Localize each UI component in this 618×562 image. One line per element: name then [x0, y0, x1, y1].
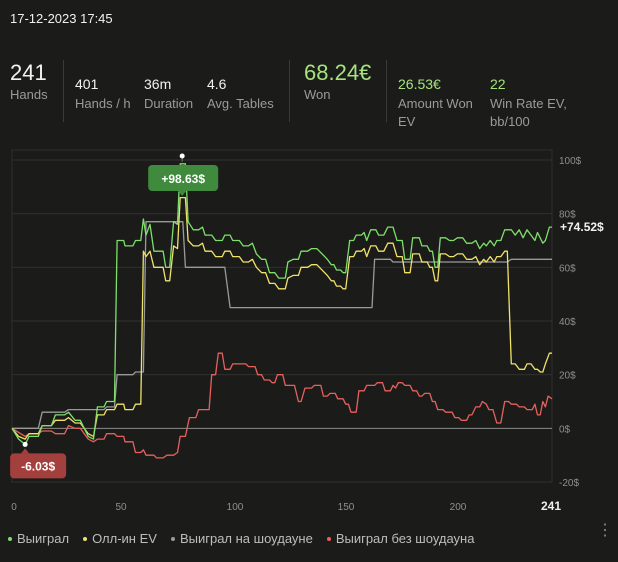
y-tick-label: 40$	[559, 317, 576, 328]
x-tick-label: 150	[338, 502, 355, 513]
stat-duration: 36m Duration	[144, 75, 193, 113]
stat-amount-won-ev-value: 26.53€	[398, 76, 441, 92]
stat-duration-value: 36m	[144, 76, 172, 92]
series-line-3	[11, 352, 553, 459]
chart-legend: Выиграл Олл-ин EV Выиграл на шоудауне Вы…	[8, 531, 474, 546]
legend-dot-icon	[326, 536, 331, 541]
stat-duration-label: Duration	[144, 96, 194, 111]
stat-hands: 241 Hands	[10, 60, 48, 104]
y-tick-label: -20$	[559, 478, 579, 489]
stats-divider	[386, 60, 387, 122]
x-tick-label: 100	[227, 502, 244, 513]
stat-win-rate-ev: 22 Win Rate EV, bb/100	[490, 75, 567, 131]
stats-divider	[289, 60, 290, 122]
legend-item-allin-ev[interactable]: Олл-ин EV	[83, 531, 157, 546]
stat-amount-won-ev-label-2: EV	[398, 114, 416, 129]
legend-label: Выиграл без шоудауна	[335, 531, 475, 546]
x-tick-label: 200	[450, 502, 467, 513]
stat-win-rate-ev-label-1: Win Rate EV,	[490, 96, 567, 111]
x-tick-label: 0	[11, 502, 17, 513]
stat-won-label: Won	[304, 87, 331, 102]
legend-dot-icon	[170, 536, 175, 541]
stat-amount-won-ev: 26.53€ Amount Won EV	[398, 75, 473, 131]
series-line-1	[11, 196, 552, 440]
max-badge-label: +98.63$	[161, 172, 205, 186]
stat-win-rate-ev-label-2: bb/100	[490, 114, 530, 129]
y-tick-label: 60$	[559, 263, 576, 274]
min-marker-dot	[22, 441, 28, 447]
stat-avg-tables-label: Avg. Tables	[207, 96, 274, 111]
y-tick-label: 0$	[559, 424, 571, 435]
series-line-2	[12, 221, 552, 429]
legend-label: Выиграл	[17, 531, 70, 546]
max-badge	[148, 165, 219, 191]
y-tick-label: 80$	[559, 210, 576, 221]
min-badge-label: -6.03$	[21, 459, 55, 473]
plot-frame	[11, 149, 553, 483]
x-tick-label-last: 241	[541, 499, 561, 513]
profit-chart[interactable]: 100$ 80$ 60$ 40$ 20$ 0$ -20$ 0 50 100 150 200 241 +98…	[0, 148, 618, 520]
series-line-0	[11, 163, 552, 446]
stat-avg-tables-value: 4.6	[207, 76, 227, 92]
max-badge-pointer	[178, 191, 187, 196]
session-datetime: 17-12-2023 17:45	[10, 11, 113, 26]
stat-hands-per-hour-label: Hands / h	[75, 96, 131, 111]
session-stats: 241 Hands 401 Hands / h 36m Duration 4.6…	[0, 60, 618, 130]
stat-won-value: 68.24€	[304, 60, 372, 85]
y-tick-label: 20$	[559, 371, 576, 382]
legend-dot-icon	[83, 536, 88, 541]
x-tick-label: 50	[115, 502, 127, 513]
legend-item-non-showdown[interactable]: Выиграл без шоудауна	[326, 531, 475, 546]
y-tick-label: 100$	[559, 156, 582, 167]
stat-hands-value: 241	[10, 60, 47, 85]
legend-item-showdown[interactable]: Выиграл на шоудауне	[170, 531, 313, 546]
stat-hands-per-hour: 401 Hands / h	[75, 75, 131, 113]
stat-avg-tables: 4.6 Avg. Tables	[207, 75, 274, 113]
stat-amount-won-ev-label-1: Amount Won	[398, 96, 473, 111]
max-marker-dot	[179, 153, 185, 159]
stat-hands-label: Hands	[10, 87, 48, 102]
stats-divider	[63, 60, 64, 122]
stat-win-rate-ev-value: 22	[490, 76, 506, 92]
stat-hands-per-hour-value: 401	[75, 76, 99, 92]
min-badge	[10, 453, 67, 479]
legend-dot-icon	[8, 536, 12, 541]
stat-won: 68.24€ Won	[304, 60, 371, 104]
end-value-label: +74.52$	[560, 220, 604, 234]
min-badge-pointer	[21, 448, 30, 454]
legend-label: Олл-ин EV	[92, 531, 157, 546]
legend-item-won[interactable]: Выиграл	[8, 531, 69, 546]
more-options-icon[interactable]: ⋮	[597, 522, 613, 539]
legend-label: Выиграл на шоудауне	[179, 531, 313, 546]
